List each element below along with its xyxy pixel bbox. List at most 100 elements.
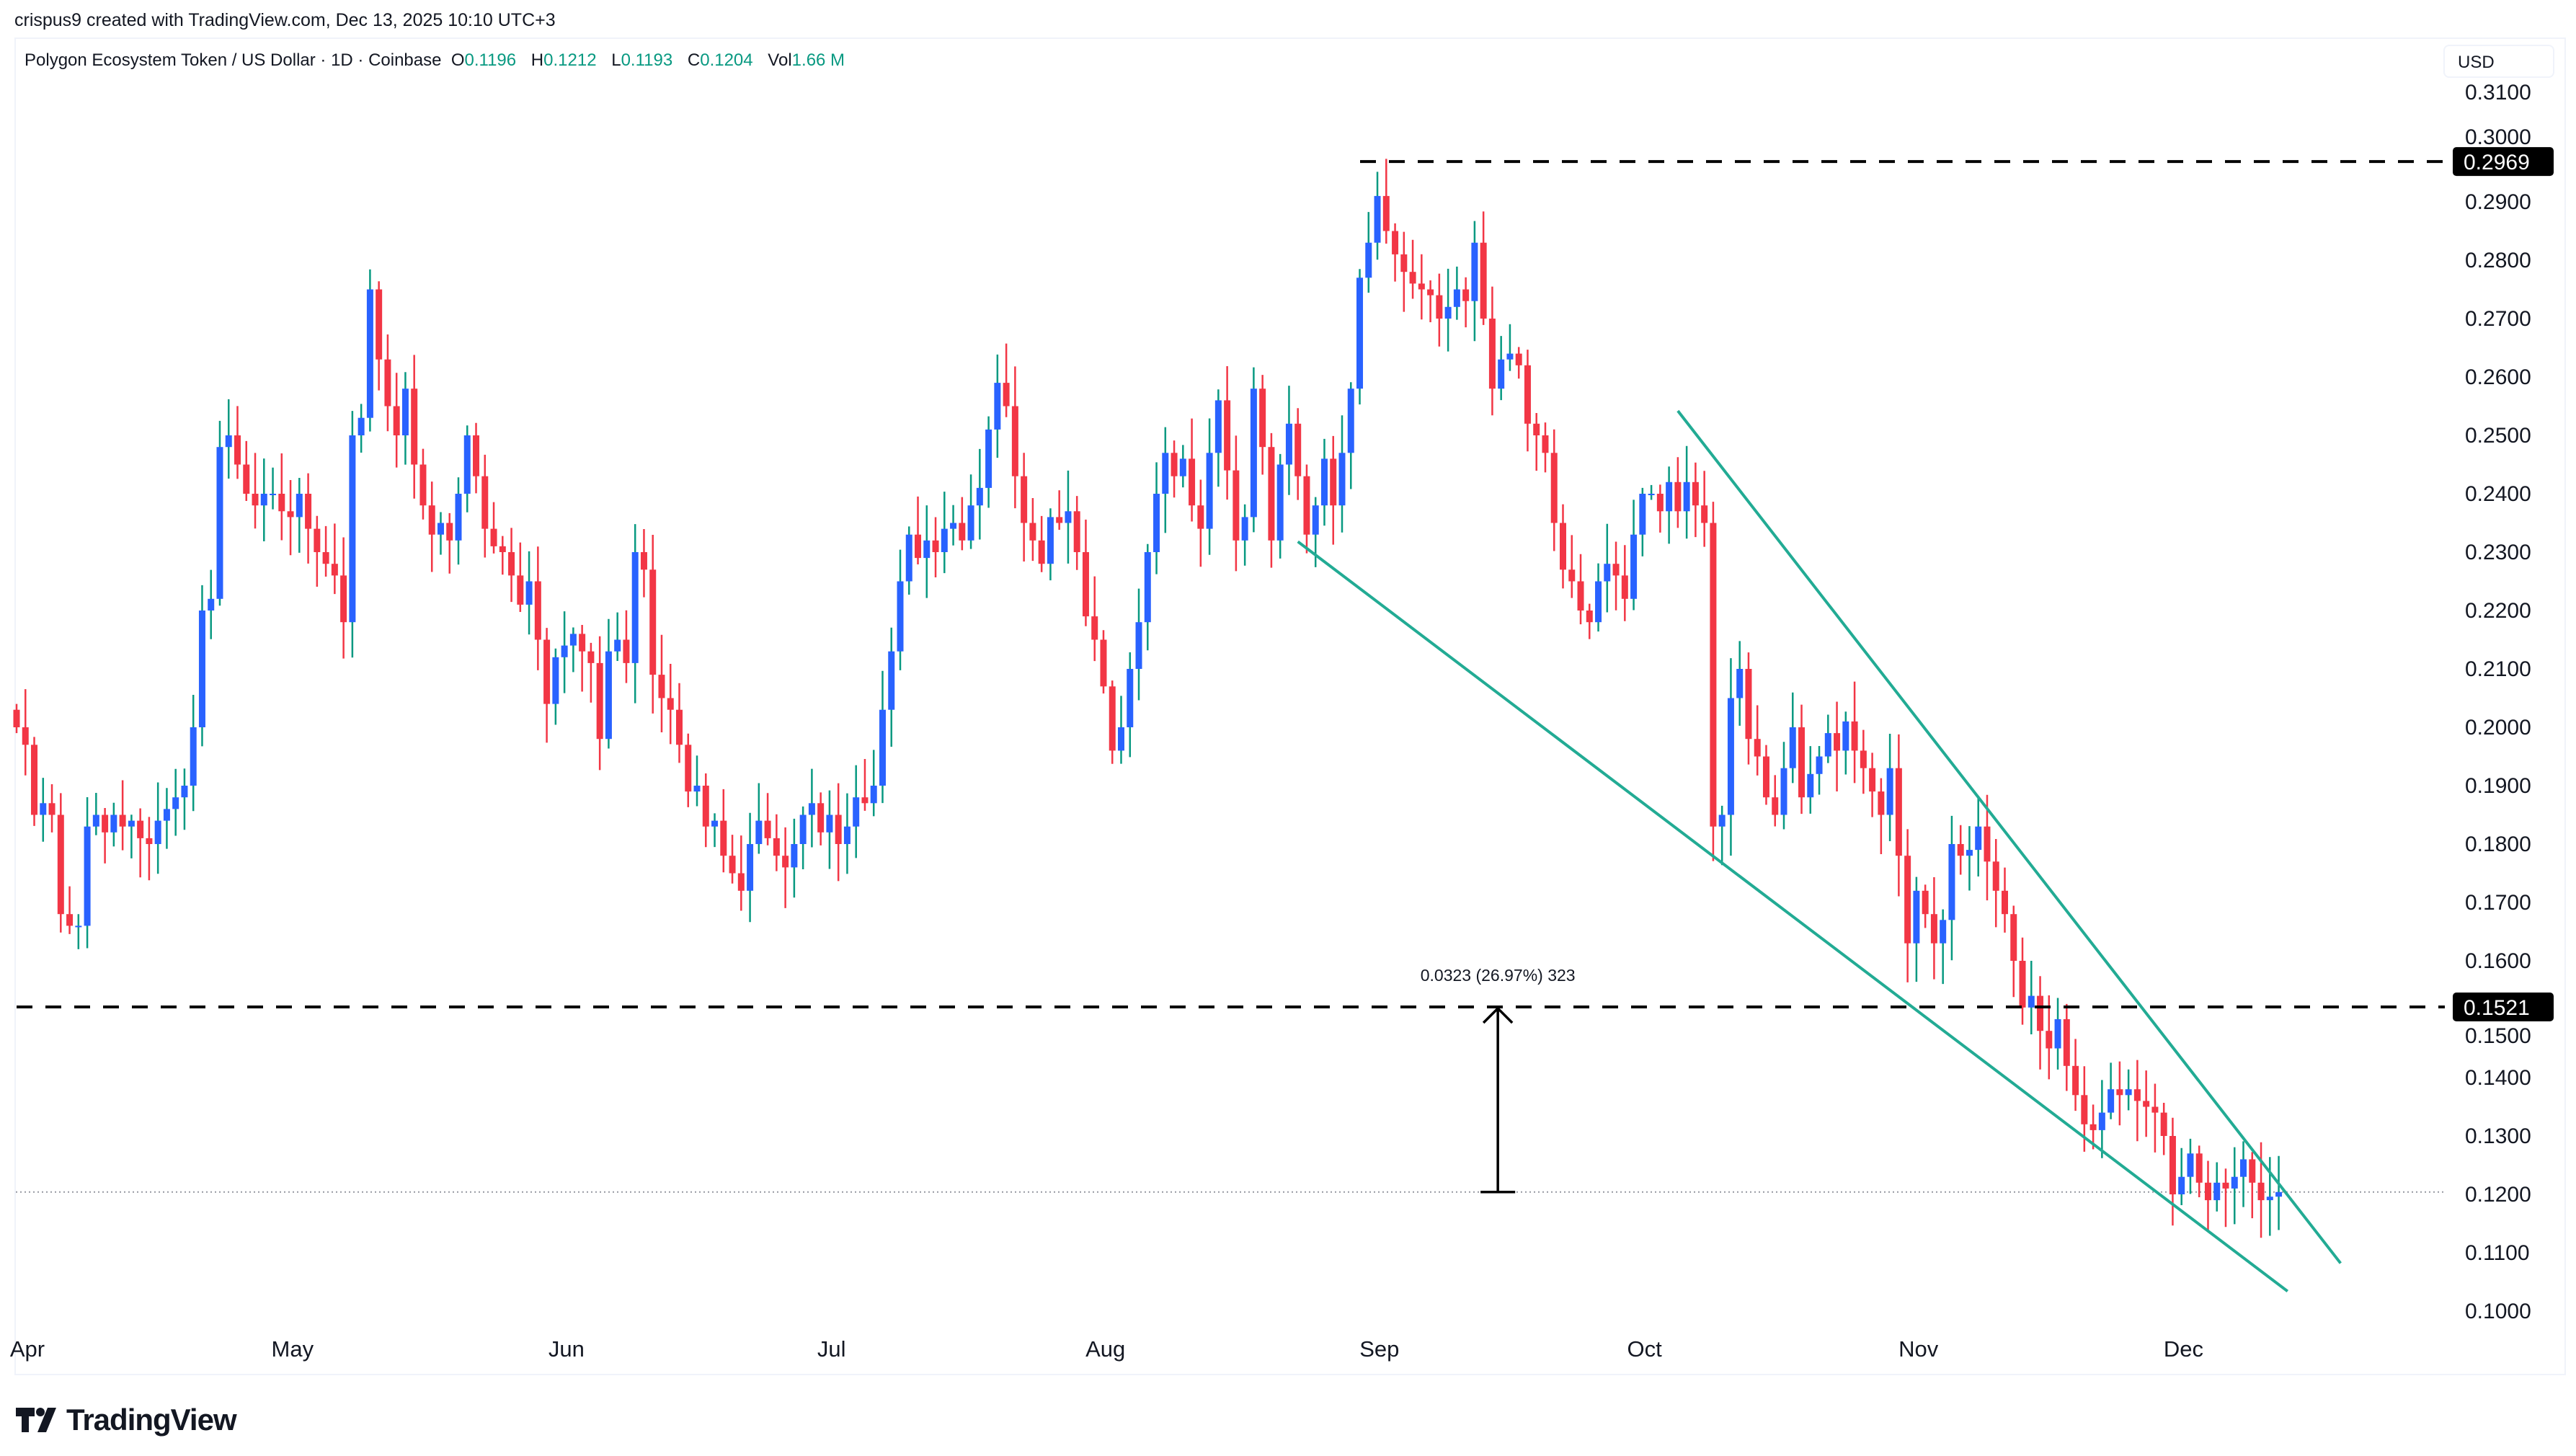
open-label: O (450, 50, 465, 70)
candle-body (393, 406, 400, 435)
candle-down (587, 642, 595, 703)
candle-body (1992, 861, 1999, 891)
candle-body (1895, 768, 1902, 856)
candle-down (446, 512, 453, 574)
candle-down (1436, 273, 1443, 347)
candle-body (366, 289, 373, 418)
candle-body (314, 528, 321, 552)
candle-down (1798, 704, 1806, 814)
candle-body (473, 435, 480, 476)
y-tick-label: 0.1000 (2465, 1300, 2531, 1323)
candle-down (2143, 1070, 2150, 1137)
candle-down (2010, 905, 2017, 998)
candle-body (791, 844, 798, 868)
candle-up (225, 399, 232, 479)
candle-body (2072, 1065, 2079, 1096)
candle-body (181, 786, 188, 798)
x-tick-label: Jul (817, 1336, 846, 1362)
candle-down (2222, 1168, 2229, 1228)
candle-up (1604, 523, 1611, 613)
candle-down (340, 537, 347, 659)
candle-body (808, 803, 815, 815)
candle-body (1886, 768, 1893, 815)
candle-body (419, 464, 427, 506)
candle-body (1259, 389, 1266, 448)
candle-body (1860, 750, 1867, 768)
candle-body (2054, 1019, 2061, 1049)
candle-down (57, 793, 64, 933)
candle-body (1727, 698, 1734, 815)
candle-down (1382, 159, 1390, 244)
candle-body (1710, 523, 1717, 827)
candle-body (658, 675, 665, 698)
candle-up (1241, 504, 1248, 566)
candle-body (48, 803, 55, 815)
candle-down (1268, 432, 1275, 568)
candle-down (1082, 519, 1089, 626)
candle-body (2169, 1136, 2176, 1194)
candle-down (658, 634, 665, 733)
candle-body (976, 487, 983, 506)
candle-down (1171, 440, 1178, 498)
candle-body (764, 820, 771, 838)
candle-down (1533, 412, 1540, 471)
candle-up (1356, 269, 1364, 405)
candle-body (1789, 727, 1796, 768)
candle-down (2195, 1145, 2203, 1197)
candle-down (252, 453, 259, 529)
candle-body (1807, 773, 1814, 798)
candle-down (1515, 347, 1522, 379)
candle-down (1524, 350, 1531, 452)
candle-up (1135, 588, 1142, 701)
y-tick-label: 0.2600 (2465, 365, 2531, 389)
candle-down (1922, 884, 1929, 928)
candle-body (631, 552, 639, 663)
candle-body (561, 645, 568, 657)
symbol-title[interactable]: Polygon Ecosystem Token / US Dollar · 1D… (25, 50, 442, 70)
candle-body (2257, 1182, 2265, 1201)
candle-down (729, 835, 736, 884)
candle-down (720, 789, 727, 873)
candle-up (1807, 746, 1814, 814)
candle-down (1189, 418, 1196, 522)
currency-button[interactable]: USD (2443, 45, 2554, 78)
candle-down (2063, 1003, 2070, 1091)
candle-body (2002, 890, 2008, 915)
candle-down (508, 528, 515, 603)
candle-body (357, 417, 365, 435)
candle-body (1189, 458, 1196, 506)
chart-pane[interactable] (14, 37, 2566, 1375)
candle-body (1320, 458, 1328, 506)
candle-up (843, 793, 850, 874)
candle-body (720, 820, 727, 856)
candle-body (331, 564, 338, 576)
candle-up (1736, 641, 1744, 726)
candle-body (455, 494, 462, 541)
candle-up (2098, 1080, 2105, 1158)
candle-body (2222, 1182, 2229, 1189)
candle-down (234, 406, 241, 479)
brand-name: TradingView (66, 1403, 237, 1437)
candle-up (366, 269, 373, 432)
candle-body (1975, 826, 1982, 851)
candle-body (1701, 505, 1708, 523)
candle-down (861, 759, 869, 811)
x-tick-label: Oct (1627, 1336, 1662, 1362)
candle-body (782, 856, 789, 868)
candle-body (950, 523, 957, 529)
tradingview-logo[interactable]: TradingView (16, 1403, 237, 1437)
candle-down (2257, 1142, 2265, 1238)
candle-body (154, 820, 161, 844)
candle-up (1630, 500, 1638, 611)
candle-down (1259, 375, 1266, 475)
candle-up (994, 354, 1001, 458)
price-label-bg (2453, 992, 2554, 1021)
price-label-bg (2453, 147, 2554, 177)
candle-body (1462, 289, 1470, 301)
candle-down (1560, 504, 1566, 589)
candle-down (1762, 745, 1769, 805)
y-tick-label: 0.2800 (2465, 249, 2531, 272)
candle-body (13, 709, 20, 727)
candle-body (260, 494, 267, 506)
